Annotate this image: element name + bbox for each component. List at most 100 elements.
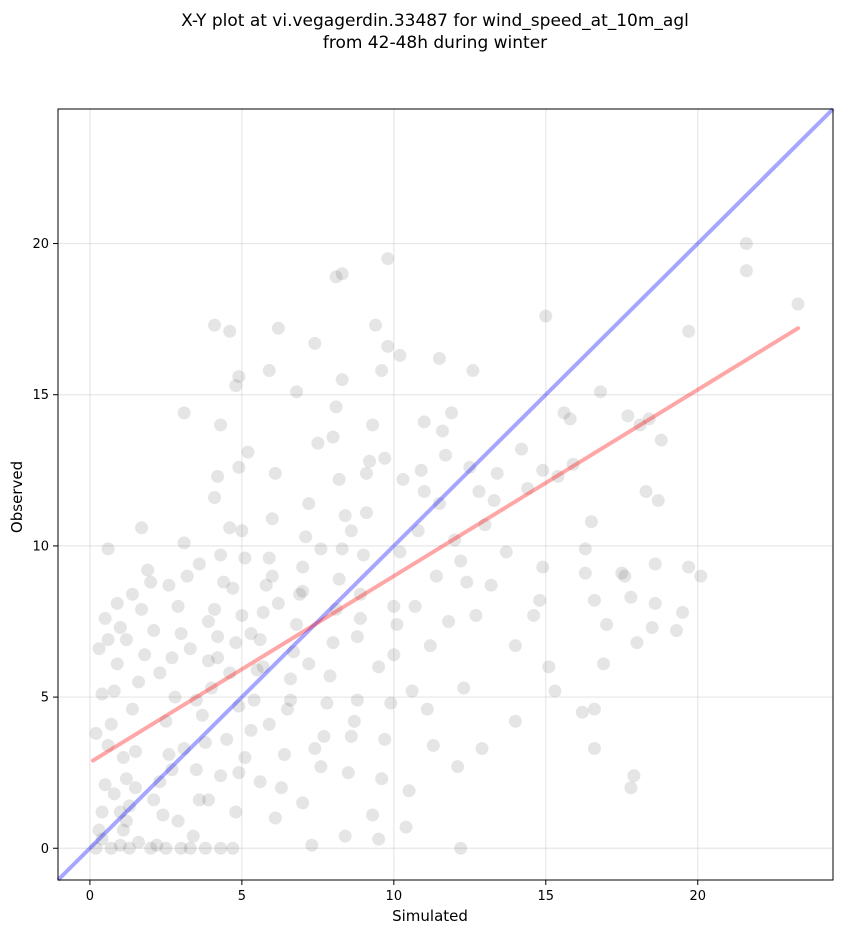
- data-point: [329, 400, 343, 414]
- data-point: [651, 494, 665, 508]
- data-point: [201, 654, 215, 668]
- data-point: [442, 614, 456, 628]
- data-point: [378, 732, 392, 746]
- data-point: [630, 636, 644, 650]
- data-point: [633, 418, 647, 432]
- data-point: [171, 599, 185, 613]
- data-point: [98, 778, 112, 792]
- data-point: [271, 321, 285, 335]
- data-point: [177, 406, 191, 420]
- data-point: [490, 466, 504, 480]
- grid: [58, 109, 833, 880]
- data-point: [189, 693, 203, 707]
- data-point: [514, 442, 528, 456]
- data-point: [694, 569, 708, 583]
- data-point: [311, 436, 325, 450]
- data-point: [141, 563, 155, 577]
- data-point: [390, 618, 404, 632]
- data-point: [423, 639, 437, 653]
- data-point: [119, 633, 133, 647]
- data-point: [338, 829, 352, 843]
- data-point: [229, 636, 243, 650]
- data-point: [217, 575, 231, 589]
- data-point: [256, 605, 270, 619]
- data-point: [214, 769, 228, 783]
- data-point: [302, 497, 316, 511]
- data-point: [247, 693, 261, 707]
- data-point: [344, 729, 358, 743]
- data-point: [302, 657, 316, 671]
- axis-ticks: 0 5 10 15 20 0 5 10 15 20: [32, 237, 706, 904]
- data-point: [338, 509, 352, 523]
- data-point: [326, 430, 340, 444]
- data-point: [229, 379, 243, 393]
- data-point: [299, 530, 313, 544]
- data-point: [177, 741, 191, 755]
- data-point: [150, 838, 164, 852]
- data-point: [287, 645, 301, 659]
- data-point: [95, 687, 109, 701]
- x-axis-label: Simulated: [392, 907, 468, 925]
- data-point: [226, 841, 240, 855]
- data-point: [208, 491, 222, 505]
- data-point: [508, 714, 522, 728]
- data-point: [484, 578, 498, 592]
- data-point: [174, 627, 188, 641]
- data-point: [445, 406, 459, 420]
- data-point: [587, 702, 601, 716]
- data-point: [563, 412, 577, 426]
- data-point: [533, 593, 547, 607]
- data-point: [220, 732, 234, 746]
- data-point: [551, 469, 565, 483]
- data-point: [341, 766, 355, 780]
- data-point: [375, 772, 389, 786]
- data-point: [138, 648, 152, 662]
- data-point: [274, 781, 288, 795]
- data-point: [122, 841, 136, 855]
- data-point: [268, 811, 282, 825]
- data-point: [107, 684, 121, 698]
- data-point: [214, 418, 228, 432]
- data-point: [615, 566, 629, 580]
- data-point: [314, 542, 328, 556]
- y-tick-label: 15: [32, 388, 49, 403]
- data-point: [584, 515, 598, 529]
- data-point: [366, 418, 380, 432]
- data-point: [460, 575, 474, 589]
- data-point: [314, 760, 328, 774]
- data-point: [192, 793, 206, 807]
- data-point: [739, 264, 753, 278]
- data-point: [122, 799, 136, 813]
- data-point: [791, 297, 805, 311]
- data-point: [402, 784, 416, 798]
- data-point: [153, 775, 167, 789]
- data-point: [290, 385, 304, 399]
- data-point: [478, 518, 492, 532]
- plot-frame: [57, 108, 834, 881]
- data-point: [363, 454, 377, 468]
- data-point: [375, 364, 389, 378]
- data-point: [393, 348, 407, 362]
- data-point: [250, 663, 264, 677]
- data-point: [95, 805, 109, 819]
- data-point: [147, 793, 161, 807]
- data-point: [183, 841, 197, 855]
- data-point: [432, 497, 446, 511]
- data-point: [308, 336, 322, 350]
- data-point: [244, 723, 258, 737]
- data-point: [417, 484, 431, 498]
- data-point: [92, 642, 106, 656]
- data-point: [648, 596, 662, 610]
- x-tick-label: 20: [689, 889, 706, 904]
- data-point: [101, 738, 115, 752]
- data-point: [159, 841, 173, 855]
- data-point: [305, 838, 319, 852]
- data-point: [129, 745, 142, 758]
- data-point: [536, 463, 550, 477]
- data-point: [411, 524, 425, 538]
- data-point: [262, 717, 276, 731]
- chart-title-line-2: from 42-48h during winter: [323, 33, 547, 53]
- data-point: [548, 684, 562, 698]
- data-point: [396, 472, 410, 486]
- data-point: [542, 660, 556, 674]
